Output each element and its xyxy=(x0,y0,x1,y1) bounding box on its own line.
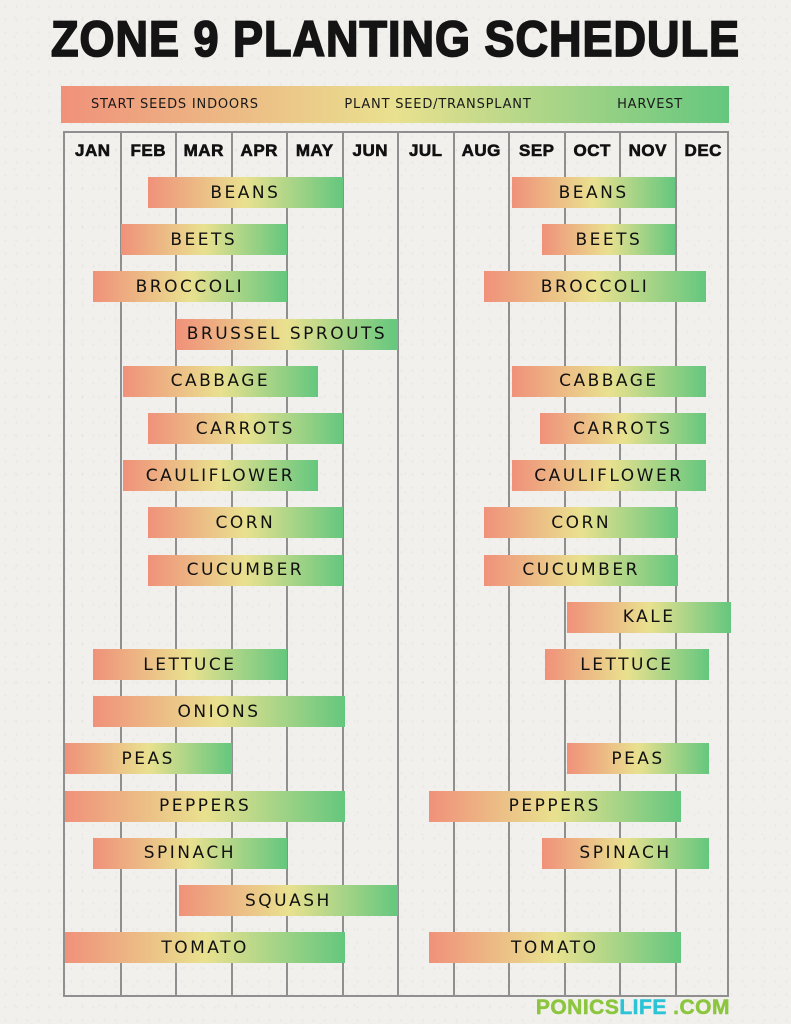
bar-label: ONIONS xyxy=(177,701,261,722)
bar-cabbage-2: CABBAGE xyxy=(511,365,707,397)
bar-broccoli-1: BROCCOLI xyxy=(92,271,287,303)
bar-label: BEANS xyxy=(558,182,629,203)
bar-label: CUCUMBER xyxy=(522,560,640,581)
month-header-apr: APR xyxy=(240,141,278,161)
bar-cabbage-1: CABBAGE xyxy=(123,365,318,397)
bar-label: SPINACH xyxy=(579,843,672,864)
bar-label: BROCCOLI xyxy=(540,276,650,297)
brand-ponics: PONICS xyxy=(535,996,620,1020)
bar-beans-1: BEANS xyxy=(148,177,343,208)
month-header-aug: AUG xyxy=(461,141,501,161)
bar-kale-1: KALE xyxy=(567,601,731,633)
month-header-sep: SEP xyxy=(518,141,555,161)
bar-label: CABBAGE xyxy=(170,371,271,392)
legend-label-plant-seed-transplant: PLANT SEED/TRANSPLANT xyxy=(344,97,532,112)
legend-gradient-bar: START SEEDS INDOORS PLANT SEED/TRANSPLAN… xyxy=(61,86,729,123)
grid-month-line xyxy=(397,133,399,995)
bar-label: CUCUMBER xyxy=(186,560,305,581)
bar-label: CARROTS xyxy=(195,418,295,439)
bar-cauliflower-2: CAULIFLOWER xyxy=(511,460,707,492)
bar-tomato-1: TOMATO xyxy=(65,932,346,964)
bar-peppers-2: PEPPERS xyxy=(428,790,682,822)
bar-label: KALE xyxy=(622,607,676,628)
bar-brussel-sprouts-1: BRUSSEL SPROUTS xyxy=(176,318,398,350)
bar-peas-2: PEAS xyxy=(567,743,709,775)
bar-beets-2: BEETS xyxy=(542,224,676,256)
bar-beets-1: BEETS xyxy=(120,224,287,256)
bar-label: LETTUCE xyxy=(580,654,674,675)
page-title: ZONE 9 PLANTING SCHEDULE xyxy=(50,9,741,68)
brand-com: .COM xyxy=(673,996,730,1020)
month-header-oct: OCT xyxy=(573,141,611,161)
grid-month-line xyxy=(119,133,122,995)
bar-label: BEETS xyxy=(575,229,643,250)
bar-peas-1: PEAS xyxy=(65,743,232,775)
bar-label: BEANS xyxy=(210,182,281,203)
month-header-dec: DEC xyxy=(684,141,722,161)
bar-label: PEPPERS xyxy=(508,796,601,817)
schedule-grid: JAN FEB MAR APR MAY JUN JUL AUG SEP OCT NOV DEC BEAN… xyxy=(63,131,731,997)
bar-label: PEAS xyxy=(121,748,175,769)
bar-peppers-1: PEPPERS xyxy=(65,790,346,822)
bar-label: BEETS xyxy=(170,229,238,250)
bar-label: CAULIFLOWER xyxy=(534,465,684,486)
bar-corn-1: CORN xyxy=(148,507,343,539)
bar-label: LETTUCE xyxy=(143,654,237,675)
bar-label: SQUASH xyxy=(244,890,332,911)
month-header-may: MAY xyxy=(295,141,334,161)
month-header-jul: JUL xyxy=(408,141,443,161)
bar-label: CARROTS xyxy=(573,418,673,439)
bar-cucumber-1: CUCUMBER xyxy=(148,554,343,586)
bar-onions-1: ONIONS xyxy=(92,696,346,728)
bar-tomato-2: TOMATO xyxy=(428,932,682,964)
bar-cucumber-2: CUCUMBER xyxy=(484,554,679,586)
bar-label: CORN xyxy=(215,512,276,533)
bar-spinach-2: SPINACH xyxy=(542,837,709,869)
bar-squash-1: SQUASH xyxy=(178,885,398,916)
bar-label: BROCCOLI xyxy=(135,276,245,297)
bar-label: CORN xyxy=(551,512,612,533)
bar-spinach-1: SPINACH xyxy=(92,837,287,869)
month-header-mar: MAR xyxy=(183,141,224,161)
bar-beans-2: BEANS xyxy=(511,177,676,208)
bar-lettuce-2: LETTUCE xyxy=(545,649,709,680)
legend-label-start-seeds-indoors: START SEEDS INDOORS xyxy=(91,97,259,112)
bar-broccoli-2: BROCCOLI xyxy=(484,271,707,303)
bar-label: SPINACH xyxy=(143,843,236,864)
grid-month-line xyxy=(341,133,344,995)
bar-carrots-1: CARROTS xyxy=(148,413,343,444)
bar-label: CAULIFLOWER xyxy=(145,465,296,486)
brand-life: LIFE xyxy=(619,996,667,1020)
grid-month-line xyxy=(452,133,455,995)
bar-label: CABBAGE xyxy=(559,371,659,392)
bar-label: TOMATO xyxy=(161,937,249,958)
legend-label-harvest: HARVEST xyxy=(617,97,683,112)
bar-cauliflower-1: CAULIFLOWER xyxy=(123,460,318,492)
month-header-feb: FEB xyxy=(130,141,166,161)
brand-logo: PONICSLIFE .COM xyxy=(536,996,730,1020)
bar-corn-2: CORN xyxy=(484,507,679,539)
bar-lettuce-1: LETTUCE xyxy=(92,649,287,680)
bar-label: PEAS xyxy=(611,748,665,769)
month-header-nov: NOV xyxy=(628,141,667,161)
bar-label: BRUSSEL SPROUTS xyxy=(186,324,388,345)
month-header-jun: JUN xyxy=(352,141,388,161)
month-header-jan: JAN xyxy=(74,141,111,161)
bar-label: PEPPERS xyxy=(158,796,252,817)
bar-carrots-2: CARROTS xyxy=(539,413,707,444)
bar-label: TOMATO xyxy=(511,937,599,958)
